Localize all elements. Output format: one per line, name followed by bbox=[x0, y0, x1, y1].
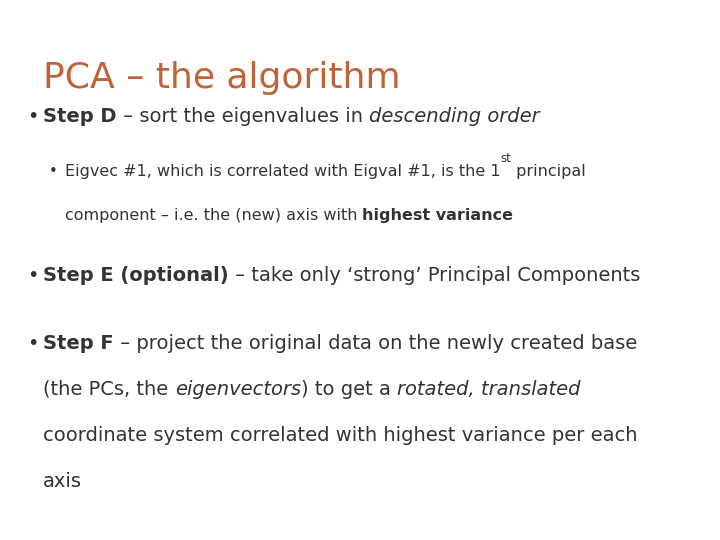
Text: •: • bbox=[27, 106, 39, 125]
Text: highest variance: highest variance bbox=[362, 208, 513, 223]
Text: – sort the eigenvalues in: – sort the eigenvalues in bbox=[117, 106, 369, 125]
Text: component – i.e. the (new) axis with: component – i.e. the (new) axis with bbox=[65, 208, 362, 223]
Text: •: • bbox=[27, 266, 39, 285]
Text: ) to get a: ) to get a bbox=[301, 380, 397, 399]
Text: •: • bbox=[49, 164, 58, 179]
Text: •: • bbox=[27, 334, 39, 353]
Text: Step E (optional): Step E (optional) bbox=[43, 266, 229, 285]
Text: principal: principal bbox=[511, 164, 586, 179]
Text: st: st bbox=[500, 152, 511, 165]
Text: rotated, translated: rotated, translated bbox=[397, 380, 580, 399]
Text: descending order: descending order bbox=[369, 106, 539, 125]
Text: axis: axis bbox=[43, 472, 82, 491]
Text: eigenvectors: eigenvectors bbox=[175, 380, 301, 399]
Text: Step D: Step D bbox=[43, 106, 117, 125]
Text: Eigvec #1, which is correlated with Eigval #1, is the 1: Eigvec #1, which is correlated with Eigv… bbox=[65, 164, 500, 179]
Text: (the PCs, the: (the PCs, the bbox=[43, 380, 175, 399]
Text: – take only ‘strong’ Principal Components: – take only ‘strong’ Principal Component… bbox=[229, 266, 640, 285]
Text: PCA – the algorithm: PCA – the algorithm bbox=[43, 62, 401, 96]
Text: – project the original data on the newly created base: – project the original data on the newly… bbox=[114, 334, 637, 353]
Text: Step F: Step F bbox=[43, 334, 114, 353]
Text: coordinate system correlated with highest variance per each: coordinate system correlated with highes… bbox=[43, 426, 638, 445]
